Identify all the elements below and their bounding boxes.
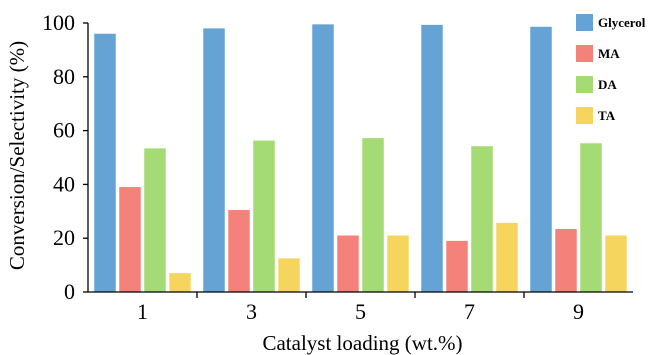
bar-ma-9 xyxy=(555,229,577,292)
bars-group xyxy=(94,24,627,293)
bar-ta-7 xyxy=(496,222,518,292)
legend-swatch-ma xyxy=(576,45,593,62)
y-tick-label: 0 xyxy=(64,279,75,304)
legend: Glycerol MA DA TA xyxy=(576,14,646,124)
legend-label-glycerol: Glycerol xyxy=(598,15,646,30)
bar-da-3 xyxy=(253,140,275,292)
y-tick-label: 60 xyxy=(53,118,75,143)
axes-group xyxy=(87,23,633,293)
y-tick-label: 100 xyxy=(42,10,75,35)
bar-glycerol-1 xyxy=(94,33,116,292)
legend-swatch-da xyxy=(576,76,593,93)
legend-label-ta: TA xyxy=(598,108,616,123)
bar-ta-1 xyxy=(169,273,191,292)
bar-ta-3 xyxy=(278,258,300,292)
legend-label-ma: MA xyxy=(598,46,620,61)
x-tick-label: 7 xyxy=(464,299,475,324)
bar-ta-9 xyxy=(605,235,627,292)
y-tick-label: 40 xyxy=(53,171,75,196)
legend-swatch-glycerol xyxy=(576,14,593,31)
y-ticks-group: 0 20 40 60 80 100 xyxy=(42,10,88,304)
x-tick-label: 1 xyxy=(137,299,148,324)
bar-da-5 xyxy=(362,138,384,292)
y-tick-label: 80 xyxy=(53,64,75,89)
bar-glycerol-5 xyxy=(312,24,334,292)
bar-ma-7 xyxy=(446,240,468,292)
x-tick-label: 3 xyxy=(246,299,257,324)
bar-da-1 xyxy=(144,148,166,292)
bar-ma-3 xyxy=(228,209,250,292)
x-tick-label: 9 xyxy=(573,299,584,324)
x-tick-label: 5 xyxy=(355,299,366,324)
bar-ta-5 xyxy=(387,235,409,292)
x-axis-title: Catalyst loading (wt.%) xyxy=(262,331,462,355)
bar-da-7 xyxy=(471,146,493,292)
bar-glycerol-7 xyxy=(421,24,443,293)
legend-swatch-ta xyxy=(576,107,593,124)
y-tick-label: 20 xyxy=(53,225,75,250)
bar-glycerol-3 xyxy=(203,28,225,292)
bar-da-9 xyxy=(580,143,602,292)
legend-label-da: DA xyxy=(598,77,617,92)
bar-ma-1 xyxy=(119,187,141,292)
y-axis-title: Conversion/Selectivity (%) xyxy=(5,41,29,270)
bar-ma-5 xyxy=(337,235,359,292)
bar-glycerol-9 xyxy=(530,26,552,293)
x-ticks-group: 1 3 5 7 9 xyxy=(137,292,584,324)
